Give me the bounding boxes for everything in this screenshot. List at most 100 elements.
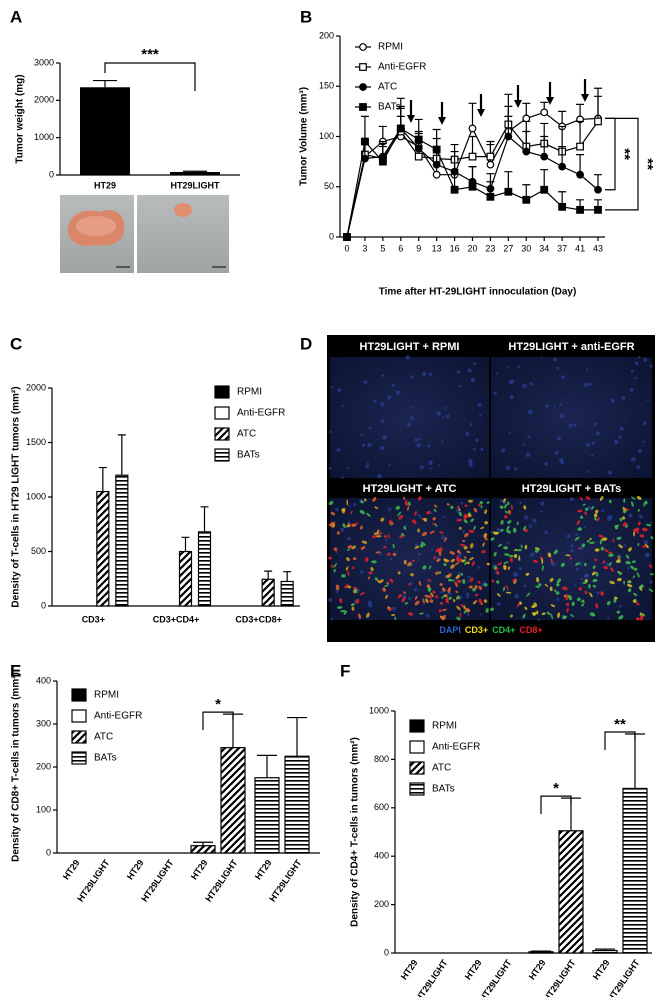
cell	[591, 505, 594, 510]
marker	[396, 124, 405, 133]
nucleus	[646, 399, 650, 402]
cell	[636, 496, 642, 500]
marker	[414, 152, 423, 161]
legend-label: BATs	[378, 102, 401, 113]
cell	[627, 584, 633, 588]
y-axis-label: Density of CD4+ T-cells in tumors (mm²)	[350, 737, 361, 927]
cell	[576, 597, 581, 602]
x-tick-label: CD3+CD4+	[153, 614, 200, 624]
cell	[580, 496, 583, 501]
nucleus	[368, 426, 372, 430]
error-bar	[396, 97, 405, 129]
cell	[383, 584, 389, 587]
cell	[419, 612, 424, 615]
cell	[447, 578, 452, 582]
nucleus	[638, 355, 641, 359]
cell	[546, 611, 551, 616]
nucleus	[408, 596, 412, 600]
marker	[432, 160, 441, 169]
nucleus	[493, 391, 497, 395]
cell	[637, 508, 640, 512]
cell	[625, 561, 631, 565]
cell	[586, 540, 590, 543]
cell	[457, 505, 460, 509]
marker	[522, 147, 531, 156]
cell	[443, 563, 447, 567]
cell	[541, 612, 546, 616]
x-axis-label: Time after HT-29LIGHT innoculation (Day)	[379, 287, 577, 298]
cell	[499, 528, 504, 532]
nucleus	[352, 502, 357, 507]
cell	[382, 587, 387, 592]
nucleus	[518, 567, 523, 571]
image-title: HT29LIGHT + RPMI	[360, 341, 460, 353]
nucleus	[428, 460, 433, 465]
marker	[594, 205, 602, 214]
nucleus	[524, 515, 529, 520]
cell	[464, 562, 467, 566]
nucleus	[468, 458, 473, 464]
nucleus	[469, 423, 473, 427]
cell	[346, 499, 349, 506]
cell	[346, 548, 350, 551]
nucleus	[513, 467, 518, 471]
cell	[618, 544, 623, 549]
cell	[351, 523, 357, 527]
y-tick-label: 1500	[26, 437, 46, 447]
y-tick-label: 0	[329, 231, 334, 241]
marker	[522, 114, 531, 123]
cell	[639, 534, 645, 538]
cell	[422, 565, 427, 570]
y-tick-label: 800	[374, 754, 389, 764]
cell	[547, 552, 552, 558]
cell	[432, 517, 436, 521]
legend-marker	[359, 43, 367, 51]
bar	[284, 755, 310, 854]
cell	[532, 559, 538, 563]
cell	[594, 558, 598, 562]
cell	[366, 512, 371, 517]
nucleus	[443, 515, 446, 519]
nucleus	[618, 435, 622, 439]
error-bar	[117, 434, 126, 476]
nucleus	[348, 504, 351, 508]
cell	[536, 577, 540, 583]
nucleus	[574, 583, 577, 586]
cell	[596, 517, 600, 522]
x-tick-label: 43	[593, 243, 603, 253]
legend-label: ATC	[432, 763, 451, 774]
legend-swatch	[214, 385, 230, 399]
cell	[622, 509, 627, 514]
nucleus	[506, 541, 510, 545]
stain-legend: DAPI CD3+ CD4+ CD8+	[439, 625, 542, 635]
cell	[507, 501, 510, 505]
nucleus	[330, 617, 334, 621]
cell	[350, 603, 355, 607]
cell	[637, 521, 641, 526]
nucleus	[385, 538, 388, 542]
legend-swatch	[71, 709, 87, 723]
cell	[472, 600, 478, 605]
marker	[558, 162, 567, 171]
cell	[523, 505, 527, 510]
nucleus	[361, 443, 366, 447]
cell	[443, 537, 448, 542]
cell	[360, 525, 363, 530]
cell	[370, 567, 374, 572]
nucleus	[468, 462, 473, 467]
cell	[365, 557, 369, 563]
cell	[414, 595, 418, 600]
cell	[523, 525, 527, 531]
cell	[478, 503, 481, 507]
nucleus	[335, 590, 339, 594]
cell	[347, 570, 350, 576]
cell	[585, 507, 589, 511]
cell	[564, 594, 569, 601]
x-tick-label: HT29	[527, 958, 548, 982]
cell	[606, 600, 611, 606]
cell	[420, 541, 426, 547]
nucleus	[642, 421, 647, 426]
cell	[503, 561, 509, 564]
nucleus	[477, 403, 482, 407]
image-title: HT29LIGHT + anti-EGFR	[508, 341, 634, 353]
